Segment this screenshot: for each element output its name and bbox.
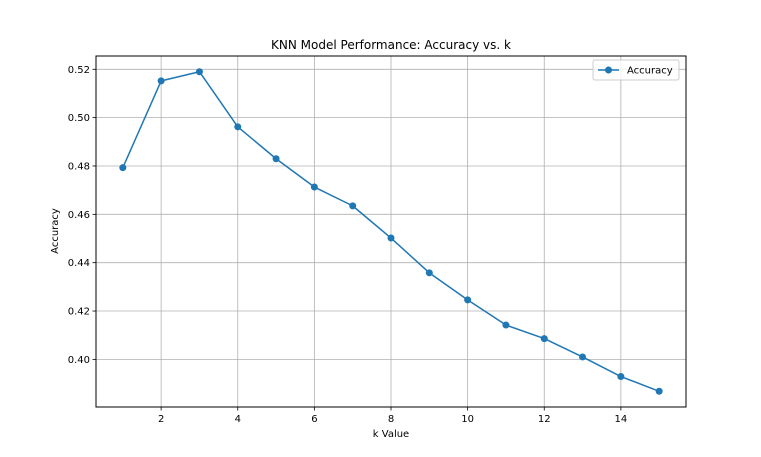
y-axis-label: Accuracy xyxy=(50,208,61,254)
y-tick-label: 0.52 xyxy=(68,65,90,76)
data-point xyxy=(617,373,625,381)
data-point xyxy=(310,183,318,191)
legend-marker-swatch xyxy=(605,66,612,74)
x-tick-label: 2 xyxy=(158,414,164,425)
x-tick-label: 10 xyxy=(461,414,474,425)
y-tick-label: 0.50 xyxy=(68,113,90,124)
legend-box xyxy=(592,59,680,81)
x-tick-label: 4 xyxy=(235,414,241,425)
data-point xyxy=(425,269,433,277)
data-point xyxy=(579,353,587,361)
data-point xyxy=(272,155,280,163)
y-tick-label: 0.40 xyxy=(68,355,90,366)
grid-lines xyxy=(96,56,686,407)
y-tick-label: 0.44 xyxy=(68,258,90,269)
x-tick-label: 6 xyxy=(311,414,317,425)
data-point xyxy=(540,335,548,343)
data-point xyxy=(349,202,357,210)
legend-label-accuracy: Accuracy xyxy=(627,66,673,77)
series-layer xyxy=(119,68,663,395)
data-point xyxy=(502,321,510,329)
y-tick-label: 0.48 xyxy=(68,161,90,172)
x-axis-ticks: 2 4 6 8 10 12 14 xyxy=(158,407,627,425)
x-tick-label: 14 xyxy=(615,414,628,425)
legend: Accuracy xyxy=(592,59,680,81)
x-tick-label: 8 xyxy=(388,414,394,425)
data-point xyxy=(119,164,127,172)
data-point xyxy=(234,123,242,131)
data-point xyxy=(655,387,663,395)
y-tick-label: 0.46 xyxy=(68,210,90,221)
data-point xyxy=(387,234,395,242)
x-axis-label: k Value xyxy=(373,429,409,440)
x-tick-label: 12 xyxy=(538,414,551,425)
data-point xyxy=(464,296,472,304)
y-tick-label: 0.42 xyxy=(68,307,90,318)
y-axis-ticks: 0.40 0.42 0.44 0.46 0.48 0.50 0.52 xyxy=(68,65,96,366)
data-point xyxy=(157,77,165,85)
chart-title: KNN Model Performance: Accuracy vs. k xyxy=(271,38,511,52)
data-point xyxy=(195,68,203,76)
